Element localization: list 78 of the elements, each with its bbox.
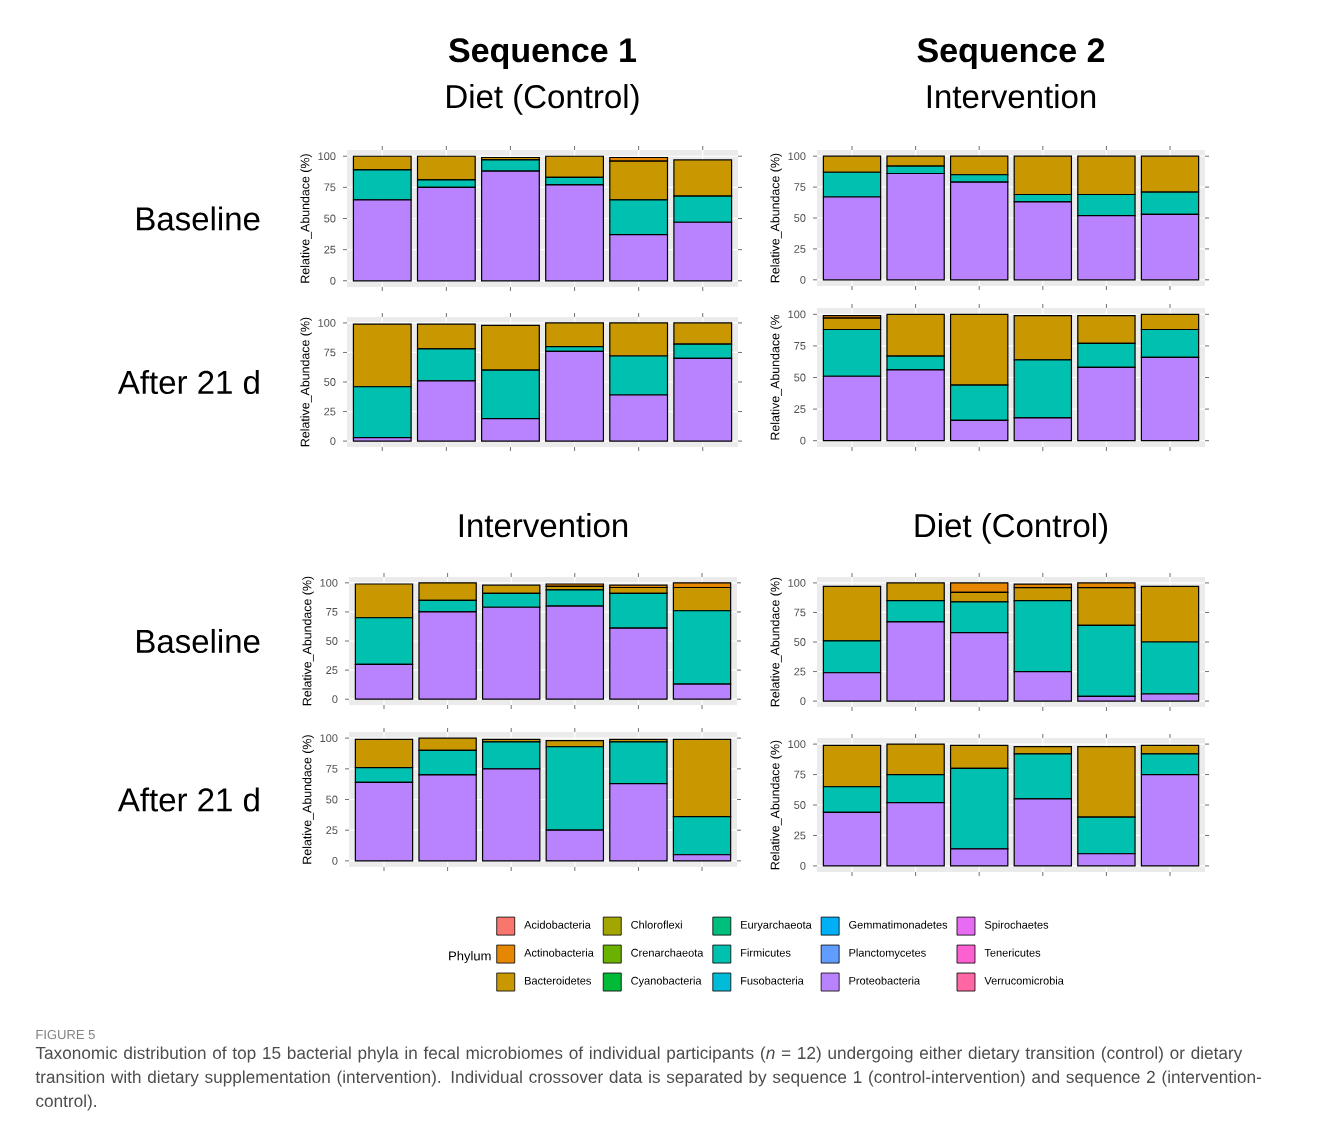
chart-subtitle: Diet (Control) xyxy=(447,84,639,115)
legend-label: Proteobacteria xyxy=(849,976,921,985)
legend-label: Planctomycetes xyxy=(849,948,926,959)
legend-label: Actinobacteria xyxy=(524,948,594,957)
y-tick-label: 75 xyxy=(794,608,806,617)
y-tick-label: 25 xyxy=(794,405,806,413)
y-tick-label: 25 xyxy=(326,666,338,674)
y-tick-label: 100 xyxy=(788,579,806,587)
legend-label: Fusobacteria xyxy=(741,976,804,985)
y-axis-title: Relative_Abundace (%) xyxy=(300,317,312,447)
chart-title: Sequence 1 xyxy=(449,38,637,70)
y-tick-label: 100 xyxy=(320,578,338,587)
y-tick-label: 50 xyxy=(326,795,338,804)
y-tick-label: 0 xyxy=(330,437,336,445)
y-tick-label: 0 xyxy=(330,276,336,285)
text: Baseline xyxy=(137,206,260,231)
y-tick-label: 100 xyxy=(788,740,806,748)
legend-label: Tenericutes xyxy=(984,948,1041,957)
y-tick-label: 50 xyxy=(794,373,806,382)
y-tick-label: 25 xyxy=(326,826,338,835)
y-axis-title: Relative_Abundace (%) xyxy=(302,735,314,864)
chart-title: Diet (Control) xyxy=(915,513,1108,544)
legend-label: Bacteroidetes xyxy=(525,976,591,985)
legend-label: Crenarchaeota xyxy=(631,948,704,957)
y-tick-label: 50 xyxy=(326,637,338,645)
bar xyxy=(545,322,604,348)
caption: FIGURE 5 xyxy=(36,1029,95,1040)
legend-label: Firmicutes xyxy=(741,948,791,957)
text: Baseline xyxy=(137,628,260,654)
y-tick-label: 0 xyxy=(800,436,806,445)
y-tick-label: 50 xyxy=(794,801,806,809)
y-tick-label: 75 xyxy=(794,770,806,779)
y-tick-label: 100 xyxy=(788,310,806,319)
y-tick-label: 75 xyxy=(324,348,336,357)
y-axis-title: Relative_Abundace (%) xyxy=(770,577,782,707)
chart-title: Intervention xyxy=(459,513,628,538)
text: After 21 d xyxy=(117,787,259,812)
y-tick-label: 75 xyxy=(794,342,806,350)
y-axis-title: Relative_Abundace (%) xyxy=(770,740,782,870)
y-tick-label: 100 xyxy=(318,152,336,161)
y-tick-label: 0 xyxy=(800,697,806,705)
legend-label: Euryarchaeota xyxy=(741,920,812,931)
text: After 21 d xyxy=(117,369,259,395)
y-tick-label: 25 xyxy=(324,407,336,416)
legend-title: Phylum xyxy=(449,950,491,964)
y-tick-label: 75 xyxy=(326,608,338,616)
y-tick-label: 75 xyxy=(324,183,336,192)
y-axis-title: Relative_Abundace (% xyxy=(770,314,782,440)
bar xyxy=(545,350,604,442)
legend-label: Acidobacteria xyxy=(524,920,591,929)
chart-subtitle: Intervention xyxy=(927,84,1096,109)
y-axis-title: Relative_Abundace (%) xyxy=(770,153,782,283)
y-tick-label: 25 xyxy=(794,667,806,676)
y-tick-label: 50 xyxy=(794,214,806,222)
legend-label: Chloroflexi xyxy=(631,920,682,929)
y-tick-label: 0 xyxy=(800,275,806,284)
y-tick-label: 50 xyxy=(324,378,336,386)
y-tick-label: 50 xyxy=(324,214,336,223)
y-axis-title: Relative_Abundace (%) xyxy=(302,576,314,706)
y-tick-label: 25 xyxy=(794,831,806,840)
y-tick-label: 25 xyxy=(324,245,336,254)
y-tick-label: 0 xyxy=(332,856,338,865)
y-tick-label: 0 xyxy=(332,695,338,704)
legend-label: Gemmatimonadetes xyxy=(849,920,948,929)
y-tick-label: 100 xyxy=(788,152,806,161)
y-axis-title: Relative_Abundace (%) xyxy=(300,154,312,283)
chart-title: Sequence 2 xyxy=(917,38,1105,70)
y-tick-label: 0 xyxy=(800,862,806,870)
y-tick-label: 75 xyxy=(794,183,806,191)
legend-label: Verrucomicrobia xyxy=(984,976,1064,985)
y-tick-label: 50 xyxy=(794,638,806,646)
y-tick-label: 100 xyxy=(318,319,336,327)
y-tick-label: 75 xyxy=(326,765,338,773)
legend-label: Spirochaetes xyxy=(984,920,1049,931)
legend-label: Cyanobacteria xyxy=(631,976,702,987)
y-tick-label: 100 xyxy=(320,734,338,743)
y-tick-label: 25 xyxy=(794,245,806,253)
text: Taxonomic distribution of top 15 bacterial phyla in fecal microbiomes of individual participants (n = 12) undergoing either dietary transition (control) or dietary transition with dietary supplementation (intervention). Individual crossover data is separated by sequence 1 (control-intervention) and sequence 2 (intervention-control). xyxy=(35,1046,1262,1111)
